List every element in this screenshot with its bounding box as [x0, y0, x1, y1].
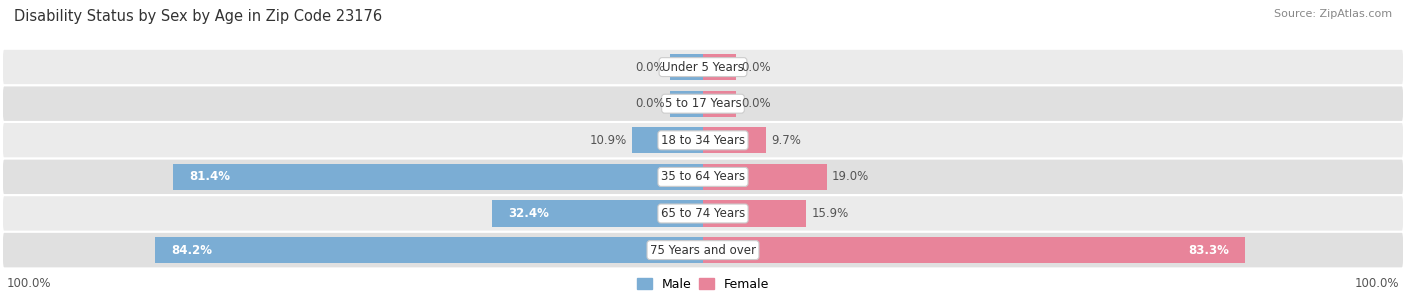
Text: 19.0%: 19.0% — [832, 170, 869, 183]
FancyBboxPatch shape — [1, 122, 1405, 159]
Bar — [173, 164, 703, 190]
Text: 0.0%: 0.0% — [636, 61, 665, 74]
Bar — [703, 91, 735, 117]
Text: 81.4%: 81.4% — [190, 170, 231, 183]
FancyBboxPatch shape — [1, 159, 1405, 195]
Bar — [703, 127, 766, 153]
Bar — [155, 237, 703, 263]
Text: 75 Years and over: 75 Years and over — [650, 244, 756, 257]
Bar — [703, 200, 807, 227]
Text: 18 to 34 Years: 18 to 34 Years — [661, 134, 745, 147]
Text: 10.9%: 10.9% — [589, 134, 627, 147]
Bar — [703, 164, 827, 190]
Text: 15.9%: 15.9% — [811, 207, 849, 220]
Legend: Male, Female: Male, Female — [631, 273, 775, 296]
Bar — [671, 91, 703, 117]
Bar — [633, 127, 703, 153]
Text: 83.3%: 83.3% — [1188, 244, 1229, 257]
FancyBboxPatch shape — [1, 85, 1405, 122]
Bar — [671, 54, 703, 80]
Text: 100.0%: 100.0% — [1354, 277, 1399, 290]
Text: 100.0%: 100.0% — [7, 277, 52, 290]
Text: 32.4%: 32.4% — [509, 207, 550, 220]
FancyBboxPatch shape — [1, 195, 1405, 232]
Text: 9.7%: 9.7% — [772, 134, 801, 147]
Text: Under 5 Years: Under 5 Years — [662, 61, 744, 74]
Text: 35 to 64 Years: 35 to 64 Years — [661, 170, 745, 183]
Text: 65 to 74 Years: 65 to 74 Years — [661, 207, 745, 220]
Text: 0.0%: 0.0% — [741, 61, 770, 74]
FancyBboxPatch shape — [1, 232, 1405, 268]
Bar — [492, 200, 703, 227]
Text: Disability Status by Sex by Age in Zip Code 23176: Disability Status by Sex by Age in Zip C… — [14, 9, 382, 24]
Text: 0.0%: 0.0% — [636, 97, 665, 110]
Text: 84.2%: 84.2% — [172, 244, 212, 257]
Bar — [703, 237, 1246, 263]
Bar — [703, 54, 735, 80]
Text: 0.0%: 0.0% — [741, 97, 770, 110]
Text: Source: ZipAtlas.com: Source: ZipAtlas.com — [1274, 9, 1392, 19]
FancyBboxPatch shape — [1, 49, 1405, 85]
Text: 5 to 17 Years: 5 to 17 Years — [665, 97, 741, 110]
